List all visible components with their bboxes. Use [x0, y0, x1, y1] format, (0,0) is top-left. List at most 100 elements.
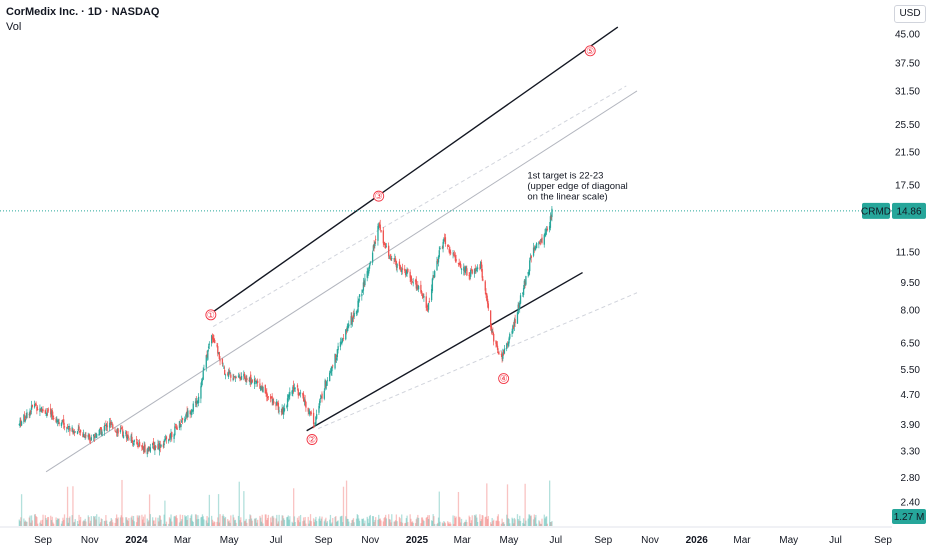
candle-body — [357, 300, 359, 312]
volume-bar — [194, 514, 197, 526]
volume-bar — [355, 518, 358, 526]
volume-bar — [169, 518, 171, 526]
candle-body — [227, 372, 230, 377]
candle-body — [388, 245, 390, 257]
volume-bar — [454, 517, 457, 526]
volume-bar — [19, 521, 21, 526]
candle-body — [482, 279, 484, 281]
volume-bar — [368, 522, 370, 526]
time-tick-label: Sep — [874, 535, 892, 546]
volume-bar — [492, 521, 494, 526]
currency-button[interactable]: USD — [894, 5, 926, 23]
volume-bar — [128, 518, 130, 526]
volume-badge — [892, 509, 926, 524]
candle-body — [244, 378, 247, 381]
candle-body — [529, 257, 532, 260]
volume-bar — [479, 514, 481, 526]
candle-body — [83, 435, 86, 438]
volume-bar — [116, 518, 119, 526]
volume-bar — [179, 514, 181, 526]
volume-bar — [219, 514, 221, 526]
candle-body — [115, 431, 117, 433]
volume-bar — [24, 521, 26, 526]
volume-bar — [470, 523, 472, 526]
candle-body — [541, 237, 543, 243]
candle-body — [538, 241, 540, 245]
volume-bar — [253, 518, 256, 526]
volume-bar — [94, 516, 96, 526]
volume-bar — [186, 519, 188, 526]
candle-body — [207, 346, 210, 348]
volume-bar — [352, 518, 355, 526]
candle-body — [174, 426, 176, 435]
volume-bar — [299, 514, 302, 526]
candle-body — [213, 339, 215, 342]
candle-body — [282, 407, 284, 415]
volume-bar — [487, 516, 489, 526]
candle-body — [131, 436, 133, 443]
candle-body — [378, 225, 380, 228]
wave-label: ③ — [375, 191, 383, 201]
volume-bar — [282, 515, 284, 526]
candle-body — [130, 435, 132, 442]
candle-body — [202, 371, 204, 380]
volume-bar — [244, 520, 247, 526]
candle-body — [394, 258, 397, 262]
wave-marker — [498, 373, 510, 385]
candle-body — [211, 335, 213, 344]
candle-body — [28, 414, 30, 416]
volume-bar — [175, 515, 178, 526]
volume-bar — [330, 523, 332, 526]
symbol-badge-label: CRMD — [861, 206, 891, 217]
candle-body — [319, 398, 322, 400]
candle-body — [179, 423, 181, 427]
candle-body — [266, 396, 269, 399]
candle-body — [239, 377, 241, 379]
time-axis[interactable]: Sep Nov 2024 Mar May Jul Sep Nov 2025 Mar May Jul Se… — [0, 526, 892, 546]
target-annotation[interactable]: 1st target is 22-23(upper edge of diagon… — [527, 171, 627, 203]
candle-body — [132, 442, 134, 444]
volume-bar — [501, 518, 503, 526]
wave-labels[interactable]: ① ② ③ ④ ⑤ — [205, 45, 596, 445]
volume-bar — [433, 516, 435, 526]
candle-body — [30, 405, 33, 410]
volume-bar — [470, 520, 473, 526]
candle-body — [533, 247, 535, 250]
candle-body — [486, 298, 489, 304]
candle-body — [455, 259, 457, 262]
volume-bar — [223, 516, 225, 526]
candle-body — [407, 268, 409, 272]
candle-body — [362, 282, 365, 291]
candle-body — [197, 396, 200, 404]
volume-bar — [545, 516, 548, 526]
volume-bar — [314, 519, 316, 526]
candle-body — [259, 383, 261, 389]
candle-body — [444, 237, 446, 239]
candle-body — [37, 409, 39, 410]
volume-bar — [431, 521, 434, 526]
candle-body — [371, 252, 374, 263]
candle-body — [228, 370, 230, 373]
candle-body — [287, 395, 289, 398]
candle-body — [319, 400, 321, 406]
volume-bar — [384, 514, 387, 526]
volume-indicator-label[interactable]: Vol — [6, 21, 22, 33]
candle-body — [276, 402, 279, 404]
candle-body — [233, 376, 235, 379]
symbol-title[interactable]: CorMedix Inc. · 1D · NASDAQ — [6, 6, 160, 18]
volume-bar — [347, 519, 349, 526]
candle-body — [175, 426, 178, 428]
candle-body — [162, 444, 165, 447]
volume-bar — [187, 515, 189, 526]
volume-bar — [348, 521, 350, 526]
candle-body — [535, 243, 538, 249]
price-axis[interactable]: 45.00 37.50 31.50 25.50 21.50 17.50 11.50 9.50 8… — [895, 30, 920, 509]
trendlines[interactable] — [45, 26, 638, 473]
candle-body — [405, 272, 407, 275]
volume-bar — [388, 514, 390, 526]
volume-bar — [460, 518, 463, 526]
volume-bar — [466, 522, 468, 526]
candle-body — [384, 243, 386, 245]
candle-body — [430, 289, 433, 301]
